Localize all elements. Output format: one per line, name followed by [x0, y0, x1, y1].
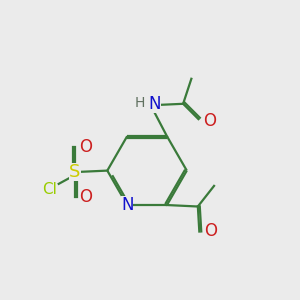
Text: O: O	[204, 222, 217, 240]
Text: H: H	[134, 96, 145, 110]
Text: O: O	[80, 188, 93, 206]
Text: N: N	[148, 95, 161, 113]
Text: O: O	[203, 112, 216, 130]
Text: Cl: Cl	[43, 182, 57, 197]
Text: S: S	[69, 163, 81, 181]
Text: O: O	[80, 138, 93, 156]
Text: N: N	[121, 196, 134, 214]
